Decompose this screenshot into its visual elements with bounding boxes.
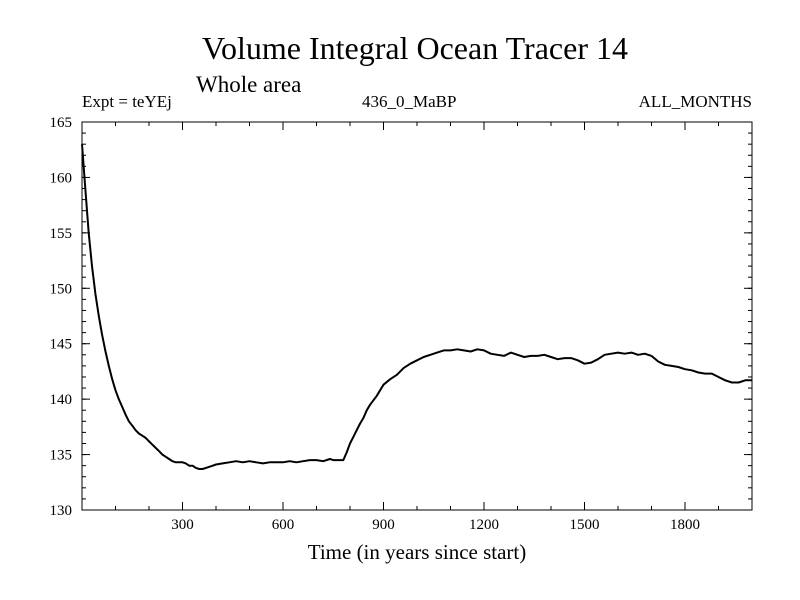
y-tick-label: 155 bbox=[50, 226, 73, 242]
x-axis-label: Time (in years since start) bbox=[307, 540, 527, 564]
series-group bbox=[81, 144, 752, 470]
y-tick-label: 150 bbox=[50, 281, 73, 297]
x-tick-label: 1800 bbox=[670, 517, 700, 533]
plot-frame bbox=[81, 121, 753, 511]
chart-title: Volume Integral Ocean Tracer 14 bbox=[202, 30, 628, 66]
x-tick-label: 900 bbox=[372, 517, 395, 533]
x-tick-label: 600 bbox=[272, 517, 295, 533]
y-tick-label: 135 bbox=[50, 448, 73, 464]
x-tick-label: 1500 bbox=[570, 517, 600, 533]
y-tick-label: 130 bbox=[50, 503, 73, 519]
run-label: 436_0_MaBP bbox=[362, 92, 457, 111]
axis-ticks: 300 600 900 1200 1500 1800 130 135 140 145 150 155 1… bbox=[50, 115, 752, 533]
y-tick-label: 160 bbox=[50, 170, 73, 186]
y-tick-label: 145 bbox=[50, 337, 73, 353]
x-tick-label: 1200 bbox=[469, 517, 499, 533]
y-tick-label: 165 bbox=[50, 115, 73, 131]
x-tick-label: 300 bbox=[171, 517, 194, 533]
months-label: ALL_MONTHS bbox=[638, 92, 752, 111]
experiment-label: Expt = teYEj bbox=[82, 92, 172, 111]
y-tick-label: 140 bbox=[50, 392, 73, 408]
series-line bbox=[81, 144, 752, 470]
chart-subtitle: Whole area bbox=[196, 72, 302, 97]
